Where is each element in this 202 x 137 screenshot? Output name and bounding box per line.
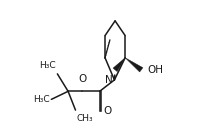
Polygon shape bbox=[125, 58, 143, 72]
Text: OH: OH bbox=[147, 65, 163, 75]
Text: O: O bbox=[103, 106, 112, 116]
Polygon shape bbox=[113, 58, 125, 72]
Text: CH₃: CH₃ bbox=[77, 114, 94, 123]
Text: H₃C: H₃C bbox=[33, 95, 50, 104]
Text: O: O bbox=[78, 74, 86, 84]
Text: N: N bbox=[105, 75, 113, 85]
Text: H₃C: H₃C bbox=[39, 61, 56, 70]
